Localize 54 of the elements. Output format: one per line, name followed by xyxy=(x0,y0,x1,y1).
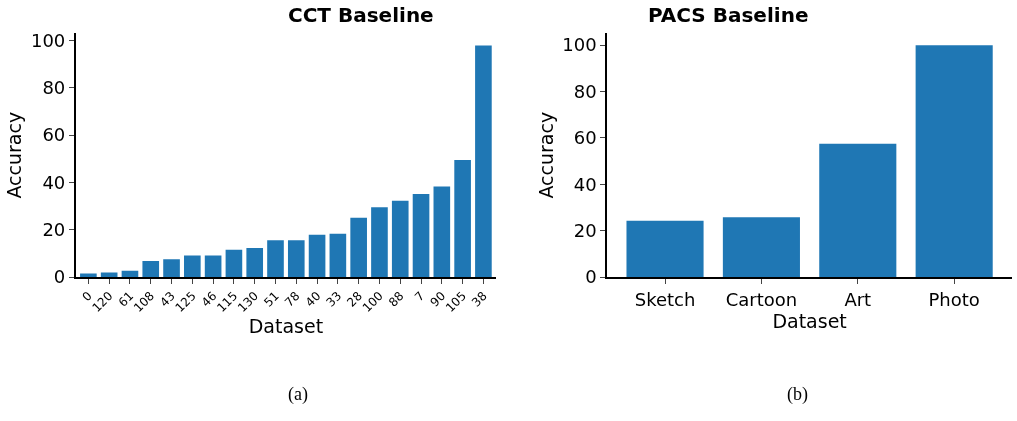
x-tick-label: 40 xyxy=(302,288,324,310)
bar xyxy=(412,194,430,278)
text: (b) xyxy=(787,384,808,405)
x-tick-label: 38 xyxy=(469,288,490,310)
bar xyxy=(246,247,264,278)
bar xyxy=(371,207,388,278)
bar xyxy=(184,255,201,278)
x-tick-label: 7 xyxy=(412,288,428,305)
x-tick-label: Art xyxy=(844,288,872,310)
y-tick-label: 0 xyxy=(585,266,597,288)
bar xyxy=(433,186,451,278)
x-axis-title: Dataset xyxy=(772,309,847,332)
text: (a) xyxy=(288,384,308,405)
bar xyxy=(350,217,367,278)
y-tick-label: 60 xyxy=(573,127,597,149)
bar xyxy=(80,273,97,278)
bar xyxy=(121,270,139,278)
chart-title: CCT Baseline xyxy=(288,3,434,27)
bar xyxy=(204,255,222,278)
y-axis-title: Accuracy xyxy=(3,111,26,199)
bar xyxy=(819,143,897,278)
y-tick-label: 60 xyxy=(42,124,66,146)
bar xyxy=(454,159,471,278)
bar xyxy=(915,45,993,278)
x-tick-label: Sketch xyxy=(634,288,696,310)
y-tick-label: 20 xyxy=(573,219,597,241)
y-tick-label: 20 xyxy=(42,219,66,241)
chart-title: PACS Baseline xyxy=(648,3,809,27)
x-tick-label: Photo xyxy=(928,288,980,310)
y-tick-label: 0 xyxy=(53,266,66,288)
bar xyxy=(163,259,180,278)
x-tick-label: 33 xyxy=(323,288,345,310)
y-tick-label: 80 xyxy=(42,77,66,99)
y-tick-label: 100 xyxy=(30,29,66,51)
bar xyxy=(267,240,284,278)
bar xyxy=(308,234,326,278)
x-tick-label: 78 xyxy=(281,288,303,310)
bar xyxy=(722,217,800,278)
x-tick-label: 88 xyxy=(385,288,407,310)
bar xyxy=(475,45,492,278)
y-tick-label: 40 xyxy=(42,171,66,193)
bar xyxy=(142,260,160,278)
y-tick-label: 100 xyxy=(562,34,597,56)
x-tick-label: 51 xyxy=(261,288,282,310)
bar xyxy=(391,200,409,278)
bar xyxy=(225,249,243,278)
bar xyxy=(287,240,305,278)
y-tick-label: 40 xyxy=(573,173,597,195)
y-axis-title: Accuracy xyxy=(534,111,557,199)
y-tick-label: 80 xyxy=(573,80,597,102)
bar xyxy=(626,220,704,278)
x-tick-label: Cartoon xyxy=(725,288,798,310)
x-axis-title: Dataset xyxy=(248,314,324,337)
bar xyxy=(329,233,347,278)
